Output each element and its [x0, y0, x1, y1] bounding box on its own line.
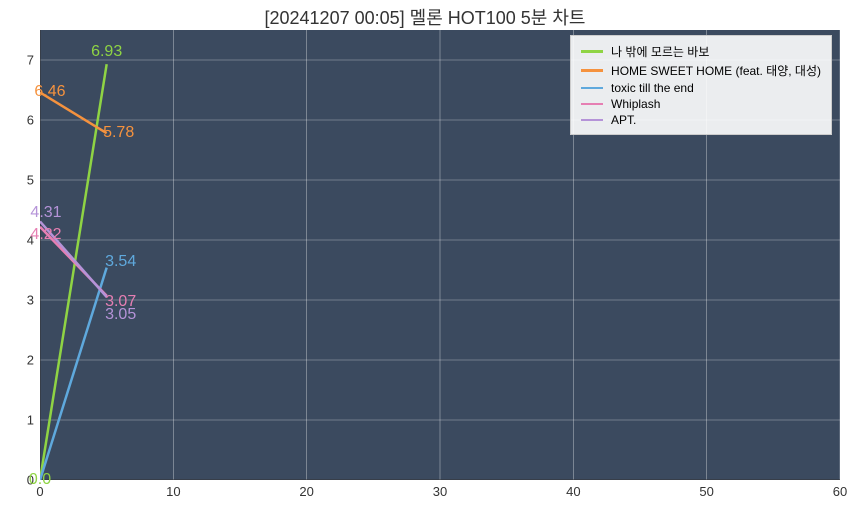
legend-item: Whiplash [581, 96, 821, 112]
x-tick-label: 50 [699, 484, 713, 499]
legend-swatch [581, 103, 603, 106]
data-label: 5.78 [103, 124, 134, 142]
legend-label: Whiplash [611, 97, 660, 111]
legend-swatch [581, 50, 603, 53]
legend-item: HOME SWEET HOME (feat. 태양, 대성) [581, 61, 821, 80]
chart-container: [20241207 00:05] 멜론 HOT100 5분 차트 나 밖에 모르… [0, 0, 850, 509]
legend-item: 나 밖에 모르는 바보 [581, 42, 821, 61]
data-label: 3.05 [105, 306, 136, 324]
legend-swatch [581, 119, 603, 122]
data-label: 6.46 [34, 83, 65, 101]
y-tick-label: 6 [27, 113, 34, 128]
plot-area: 나 밖에 모르는 바보 HOME SWEET HOME (feat. 태양, 대성… [40, 30, 840, 480]
y-tick-label: 3 [27, 293, 34, 308]
legend-swatch [581, 69, 603, 72]
y-tick-label: 5 [27, 173, 34, 188]
legend-box: 나 밖에 모르는 바보 HOME SWEET HOME (feat. 태양, 대성… [570, 35, 832, 135]
legend-item: toxic till the end [581, 80, 821, 96]
data-label: 6.93 [91, 43, 122, 61]
legend-swatch [581, 87, 603, 90]
y-tick-label: 2 [27, 353, 34, 368]
y-tick-label: 7 [27, 53, 34, 68]
y-tick-label: 1 [27, 413, 34, 428]
data-label: 3.54 [105, 253, 136, 271]
data-label: 4.22 [30, 226, 61, 244]
x-tick-label: 40 [566, 484, 580, 499]
data-label: 0.0 [29, 471, 51, 489]
legend-label: APT. [611, 113, 636, 127]
x-tick-label: 20 [299, 484, 313, 499]
x-tick-label: 10 [166, 484, 180, 499]
x-tick-label: 30 [433, 484, 447, 499]
legend-label: 나 밖에 모르는 바보 [611, 43, 709, 60]
chart-title: [20241207 00:05] 멜론 HOT100 5분 차트 [0, 4, 850, 30]
legend-item: APT. [581, 112, 821, 128]
legend-label: toxic till the end [611, 81, 694, 95]
data-label: 4.31 [30, 204, 61, 222]
x-tick-label: 60 [833, 484, 847, 499]
legend-label: HOME SWEET HOME (feat. 태양, 대성) [611, 62, 821, 79]
